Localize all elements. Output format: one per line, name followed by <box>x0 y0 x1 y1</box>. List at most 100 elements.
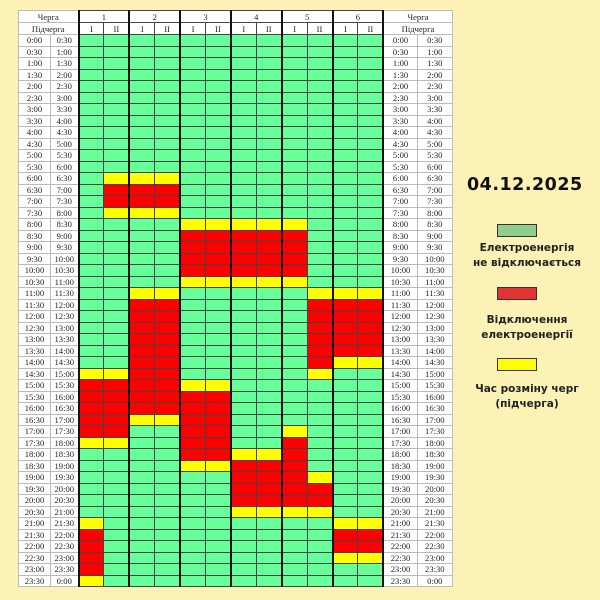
status-cell-2-I <box>128 356 156 369</box>
status-cell-1-II <box>103 252 130 265</box>
status-cell-6-II <box>357 367 385 380</box>
status-cell-4-I <box>229 57 257 70</box>
status-cell-3-I <box>179 551 207 564</box>
status-cell-2-II <box>154 574 181 587</box>
status-cell-1-II <box>103 68 130 81</box>
status-cell-2-I <box>128 563 156 576</box>
status-cell-2-I <box>128 206 156 219</box>
status-cell-4-I <box>229 436 257 449</box>
status-cell-4-II <box>255 149 283 162</box>
schedule-row: 16:30 17:00 16:30 17:00 <box>18 413 453 426</box>
time-start: 22:30 <box>18 551 51 564</box>
schedule-row: 1:00 1:30 1:00 1:30 <box>18 57 453 70</box>
time-end-right: 21:30 <box>416 517 453 530</box>
time-end: 3:00 <box>49 91 80 104</box>
schedule-row: 6:30 7:00 6:30 7:00 <box>18 183 453 196</box>
status-cell-4-II <box>255 252 283 265</box>
time-end-right: 7:00 <box>416 183 453 196</box>
status-cell-6-II <box>357 471 385 484</box>
status-cell-1-I <box>77 91 105 104</box>
status-cell-5-I <box>280 390 308 403</box>
time-start: 14:00 <box>18 356 51 369</box>
status-cell-3-I <box>179 471 207 484</box>
time-start-right: 11:00 <box>382 287 418 300</box>
time-end: 7:30 <box>49 195 80 208</box>
time-start-right: 5:30 <box>382 160 418 173</box>
schedule-row: 22:30 23:00 22:30 23:00 <box>18 551 453 564</box>
status-cell-5-I <box>280 57 308 70</box>
time-end: 9:00 <box>49 229 80 242</box>
time-end: 10:00 <box>49 252 80 265</box>
status-cell-1-II <box>103 494 130 507</box>
status-cell-4-I <box>229 425 257 438</box>
status-cell-3-I <box>179 459 207 472</box>
status-cell-3-II <box>204 344 232 357</box>
status-cell-5-II <box>306 471 334 484</box>
status-cell-2-I <box>128 126 156 139</box>
status-cell-4-I <box>229 34 257 47</box>
status-cell-3-I <box>179 505 207 518</box>
status-cell-1-I <box>77 218 105 231</box>
status-cell-6-II <box>357 482 385 495</box>
time-start-right: 10:00 <box>382 264 418 277</box>
status-cell-3-II <box>204 482 232 495</box>
status-cell-3-I <box>179 275 207 288</box>
status-cell-4-II <box>255 563 283 576</box>
status-cell-6-I <box>331 126 359 139</box>
status-cell-2-I <box>128 103 156 116</box>
time-start-right: 14:30 <box>382 367 418 380</box>
status-cell-4-I <box>229 275 257 288</box>
status-cell-6-I <box>331 379 359 392</box>
status-cell-1-I <box>77 206 105 219</box>
time-end-right: 12:30 <box>416 310 453 323</box>
status-cell-3-II <box>204 574 232 587</box>
time-end-right: 2:30 <box>416 80 453 93</box>
status-cell-6-II <box>357 149 385 162</box>
status-cell-3-I <box>179 183 207 196</box>
status-cell-6-I <box>331 287 359 300</box>
time-start-right: 15:00 <box>382 379 418 392</box>
status-cell-2-I <box>128 436 156 449</box>
schedule-row: 18:00 18:30 18:00 18:30 <box>18 448 453 461</box>
subqueue-header-3-II: II <box>204 22 232 35</box>
status-cell-1-I <box>77 45 105 58</box>
status-cell-4-II <box>255 540 283 553</box>
status-cell-2-II <box>154 114 181 127</box>
status-cell-2-II <box>154 45 181 58</box>
status-cell-1-II <box>103 229 130 242</box>
status-cell-3-I <box>179 517 207 530</box>
status-cell-5-I <box>280 344 308 357</box>
status-cell-1-I <box>77 551 105 564</box>
status-cell-2-II <box>154 287 181 300</box>
status-cell-2-II <box>154 103 181 116</box>
status-cell-2-II <box>154 471 181 484</box>
status-cell-1-II <box>103 563 130 576</box>
status-cell-5-I <box>280 574 308 587</box>
time-start: 9:00 <box>18 241 51 254</box>
schedule-row: 19:30 20:00 19:30 20:00 <box>18 482 453 495</box>
status-cell-6-II <box>357 574 385 587</box>
time-end-right: 15:30 <box>416 379 453 392</box>
status-cell-6-II <box>357 563 385 576</box>
time-start-right: 17:30 <box>382 436 418 449</box>
status-cell-1-I <box>77 160 105 173</box>
status-cell-1-II <box>103 241 130 254</box>
status-cell-5-I <box>280 379 308 392</box>
time-start-right: 12:00 <box>382 310 418 323</box>
status-cell-4-II <box>255 126 283 139</box>
time-start-right: 7:30 <box>382 206 418 219</box>
status-cell-6-II <box>357 172 385 185</box>
schedule-date: 04.12.2025 <box>467 175 583 195</box>
time-start-right: 13:30 <box>382 344 418 357</box>
schedule-row: 3:00 3:30 3:00 3:30 <box>18 103 453 116</box>
status-cell-6-II <box>357 126 385 139</box>
status-cell-6-II <box>357 413 385 426</box>
status-cell-1-I <box>77 80 105 93</box>
status-cell-2-I <box>128 229 156 242</box>
status-cell-1-I <box>77 287 105 300</box>
queue-header-5: 5 <box>280 10 333 23</box>
status-cell-6-I <box>331 494 359 507</box>
status-cell-1-I <box>77 321 105 334</box>
status-cell-4-II <box>255 160 283 173</box>
status-cell-2-II <box>154 298 181 311</box>
